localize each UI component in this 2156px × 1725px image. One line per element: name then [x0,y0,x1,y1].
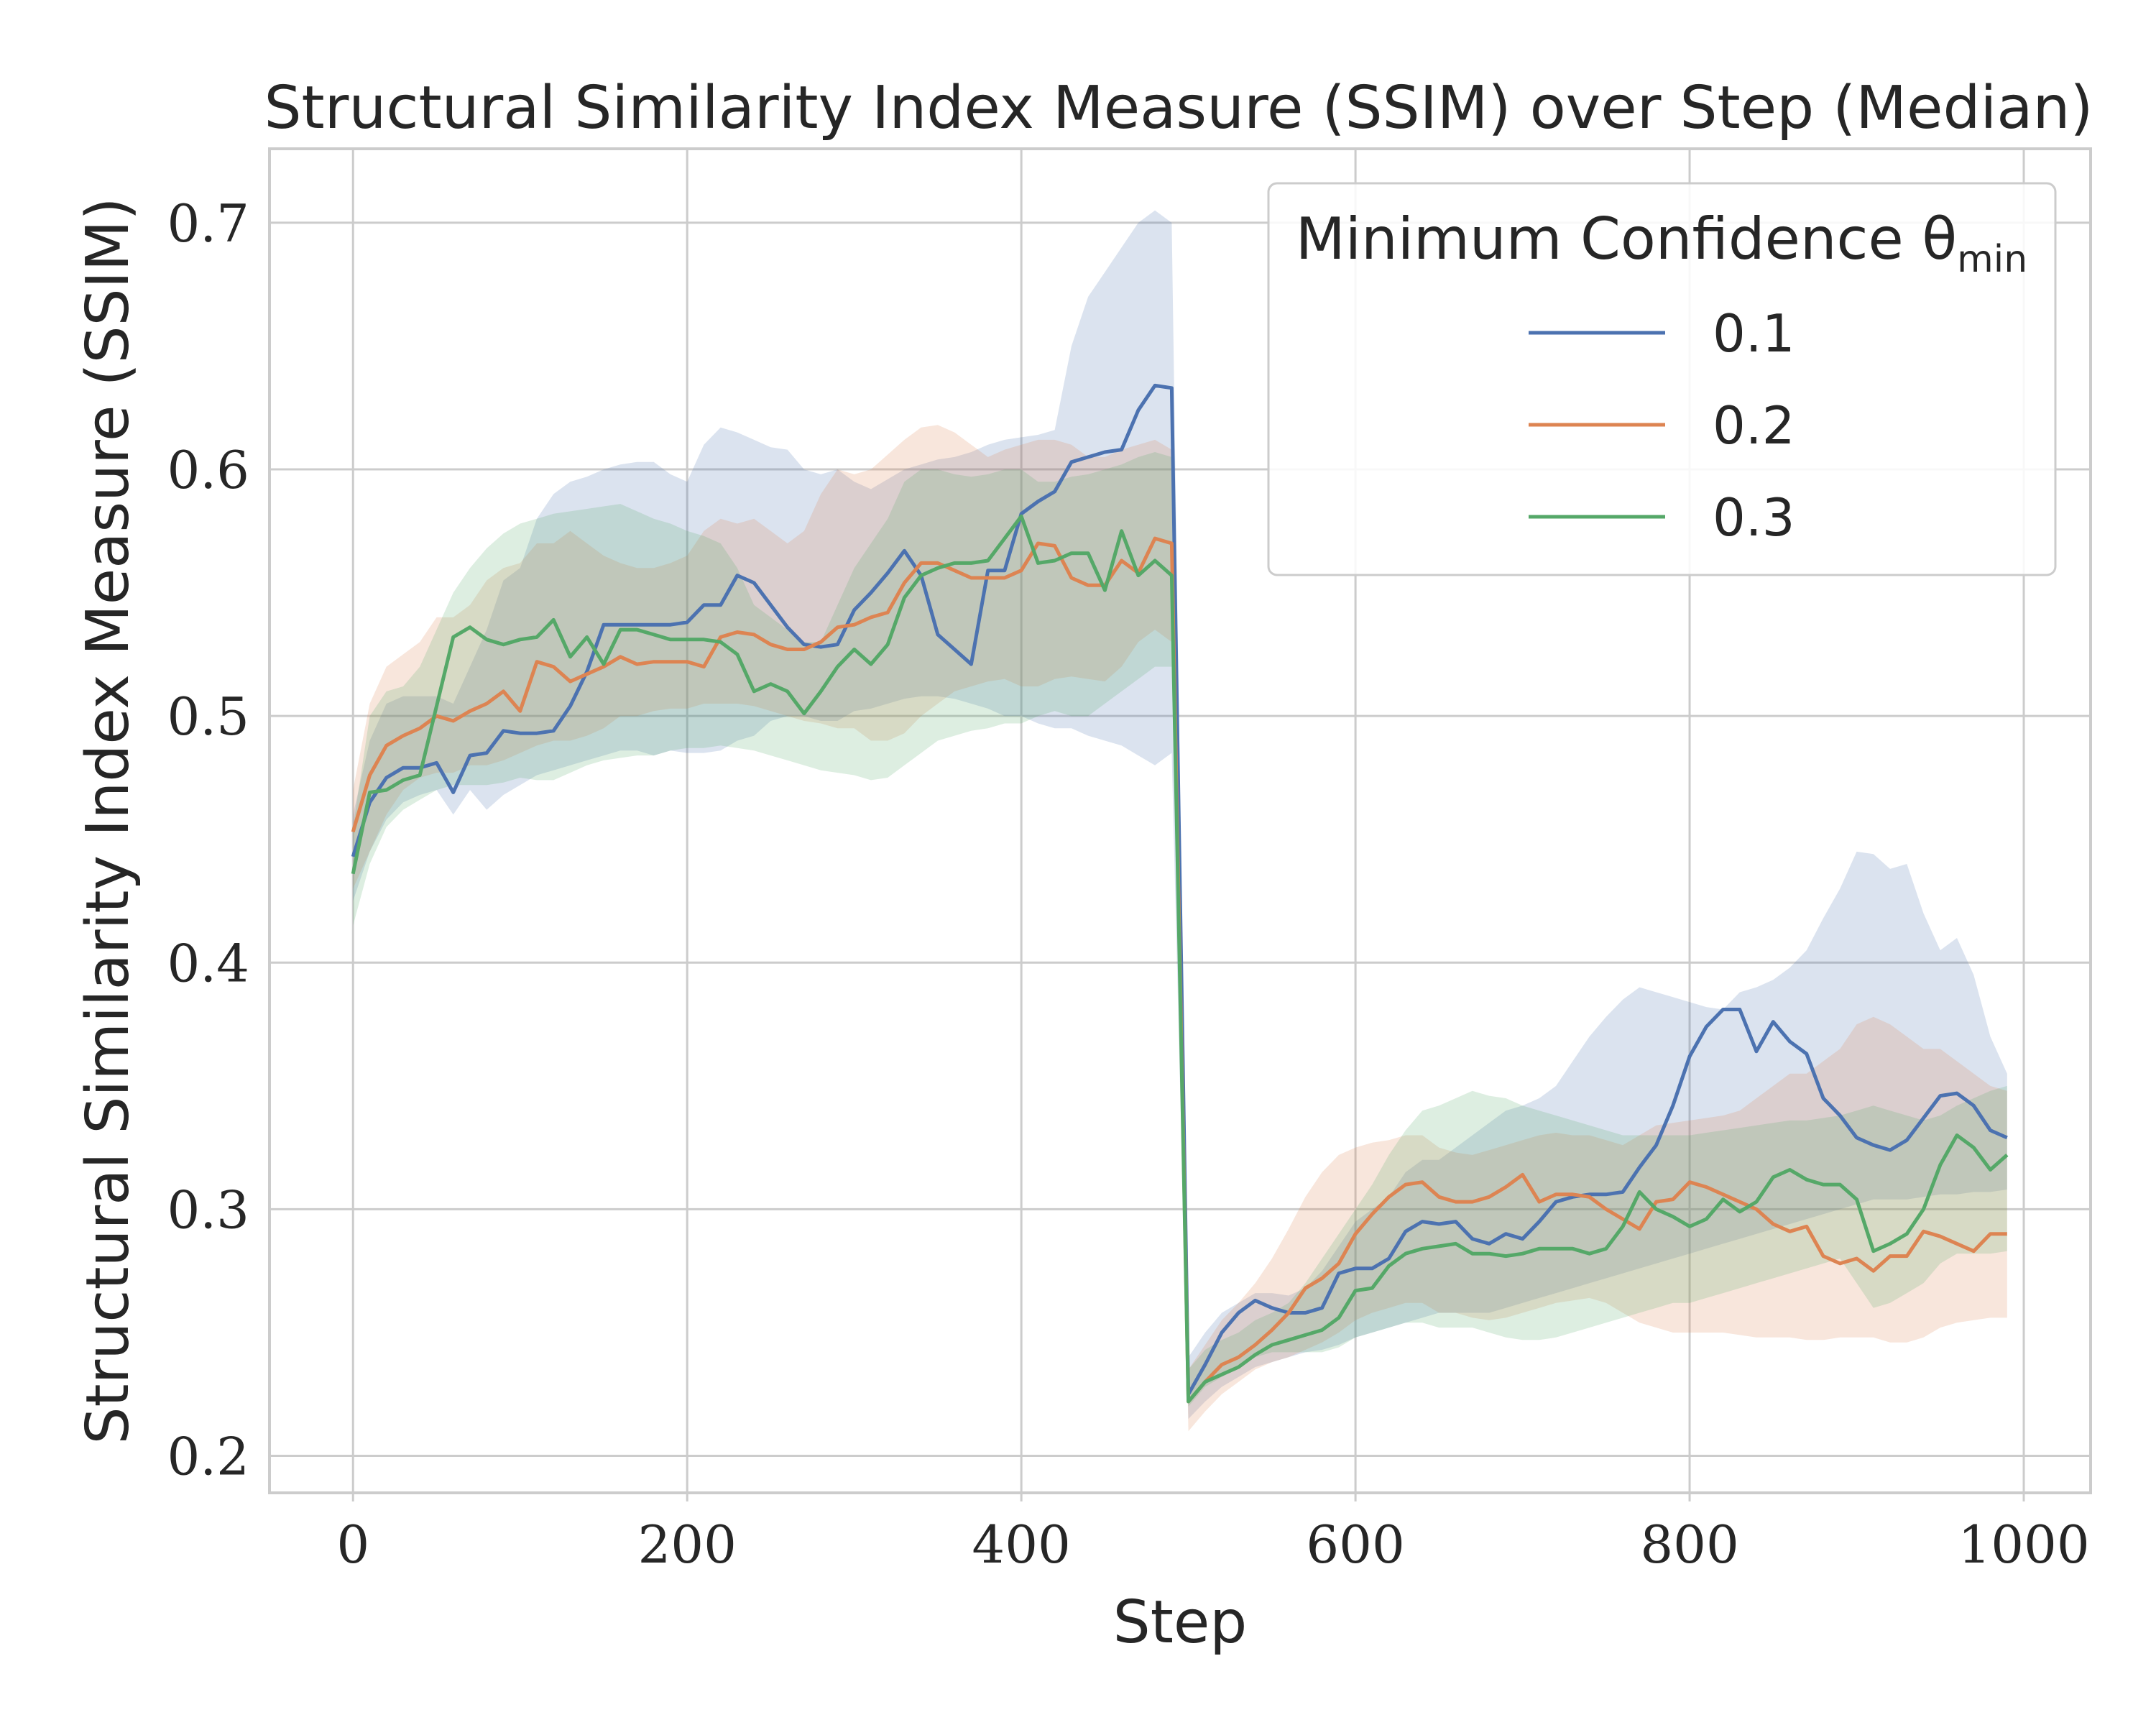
y-tick-label: 0.6 [167,440,249,500]
series-line-3 [351,514,2009,1404]
legend-title: Minimum Confidence θmin [1296,206,2027,281]
chart-title: Structural Similarity Index Measure (SSI… [264,74,2093,142]
y-tick-label: 0.7 [167,193,249,254]
x-tick-label: 0 [336,1514,369,1575]
plot-frame [268,147,2092,1494]
legend-label-1: 0.1 [1713,303,1795,364]
y-axis-label: Structural Similarity Index Measure (SSI… [74,197,142,1444]
series-lines [351,383,2009,1404]
legend: Minimum Confidence θmin 0.1 0.2 0.3 [1267,182,2057,576]
x-tick-label: 800 [1640,1514,1738,1575]
x-tick-label: 600 [1306,1514,1404,1575]
legend-label-3: 0.3 [1713,487,1795,548]
x-tick-label: 400 [972,1514,1070,1575]
y-tick-label: 0.5 [167,686,249,747]
legend-box [1267,182,2057,576]
y-tick-label: 0.2 [167,1427,249,1487]
x-tick-label: 1000 [1958,1514,2089,1575]
y-tick-label: 0.3 [167,1179,249,1240]
legend-title-text: Minimum Confidence θ [1296,206,1957,272]
x-tick-label: 200 [637,1514,736,1575]
y-axis-ticks: 0.2 0.3 0.4 0.5 0.6 0.7 [167,193,249,1487]
x-axis-ticks: 0 200 400 600 800 1000 [336,1493,2090,1575]
legend-title-subscript: min [1957,238,2027,281]
y-tick-label: 0.4 [167,933,249,993]
x-axis-label: Step [1113,1588,1248,1657]
legend-label-2: 0.2 [1713,395,1795,456]
legend-entries: 0.1 0.2 0.3 [1529,303,1795,548]
